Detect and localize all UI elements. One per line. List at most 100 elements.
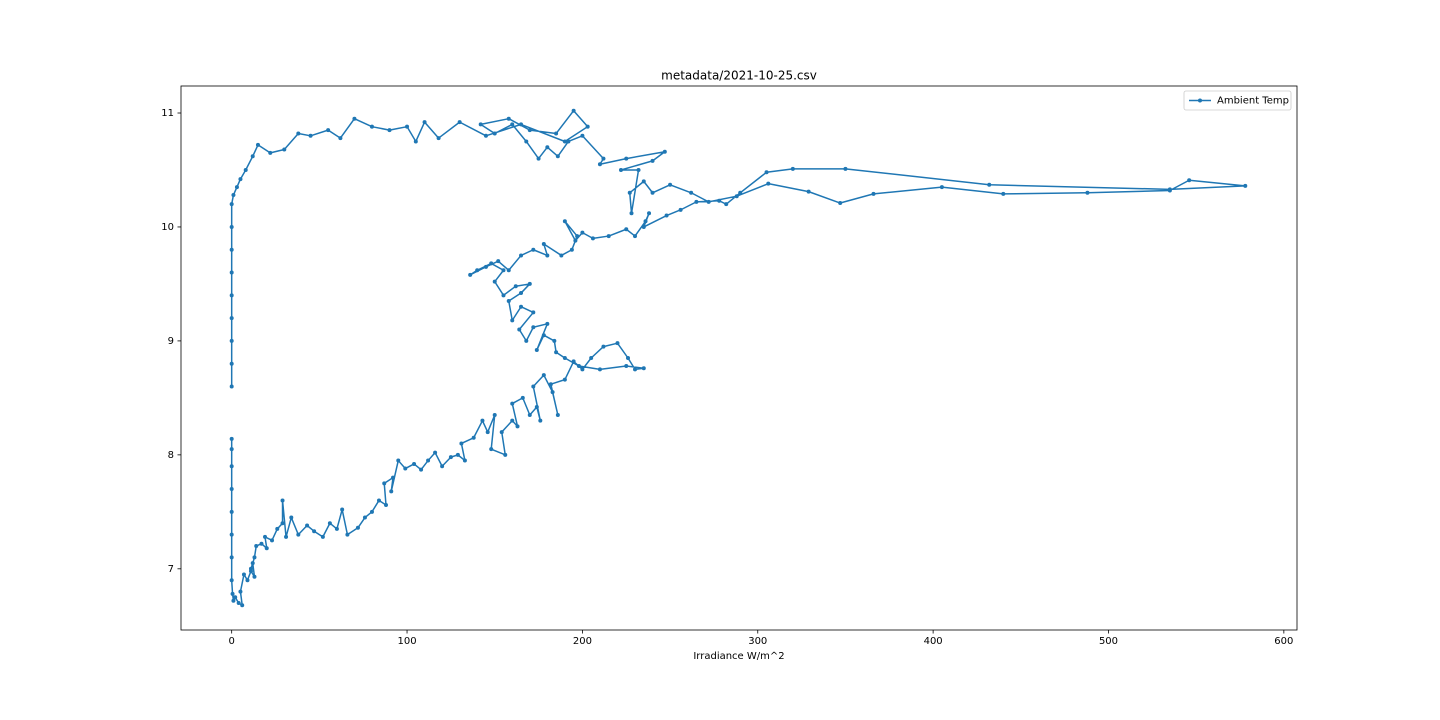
data-point (250, 561, 255, 566)
y-tick-label: 10 (161, 222, 174, 233)
data-point (524, 139, 529, 144)
data-point (548, 382, 553, 387)
data-point (643, 219, 648, 224)
data-point (545, 253, 550, 258)
data-point (555, 154, 560, 159)
data-point (499, 430, 504, 435)
data-point (590, 236, 595, 241)
data-point (268, 150, 273, 155)
data-point (362, 515, 367, 520)
data-point (419, 467, 424, 472)
data-point (503, 452, 508, 457)
data-point (573, 238, 578, 243)
data-point (483, 264, 488, 269)
data-point (641, 366, 646, 371)
legend-box (1183, 90, 1292, 111)
x-tick-label: 200 (573, 636, 592, 647)
data-point (241, 572, 246, 577)
data-point (790, 166, 795, 171)
data-point (524, 338, 529, 343)
data-point (513, 284, 518, 289)
data-point (229, 578, 234, 583)
data-point (689, 190, 694, 195)
data-point (296, 532, 301, 537)
data-point (475, 268, 480, 273)
data-point (694, 199, 699, 204)
data-point (510, 318, 515, 323)
data-point (562, 219, 567, 224)
data-point (492, 131, 497, 136)
data-point (229, 555, 234, 560)
data-point (340, 507, 345, 512)
data-point (519, 253, 524, 258)
data-point (412, 461, 417, 466)
data-point (480, 418, 485, 423)
data-point (871, 191, 876, 196)
data-point (264, 546, 269, 551)
data-point (426, 458, 431, 463)
data-point (580, 230, 585, 235)
data-point (327, 521, 332, 526)
data-point (527, 281, 532, 286)
y-tick-label: 7 (168, 564, 174, 575)
x-tick-label: 400 (924, 636, 943, 647)
data-point (501, 268, 506, 273)
data-point (668, 182, 673, 187)
data-point (252, 574, 257, 579)
data-point (734, 194, 739, 199)
data-point (625, 356, 630, 360)
data-point (229, 487, 234, 492)
data-point (562, 139, 567, 144)
data-point (571, 359, 576, 364)
data-point (641, 179, 646, 184)
data-point (554, 350, 559, 355)
data-point (459, 441, 464, 446)
data-point (413, 139, 418, 144)
data-point (345, 532, 350, 537)
data-point (492, 279, 497, 284)
data-point (478, 122, 483, 127)
data-point (496, 259, 501, 264)
data-point (520, 395, 525, 400)
data-point (296, 131, 301, 136)
y-tick-label: 8 (168, 450, 174, 461)
data-point (562, 356, 567, 360)
data-point (585, 124, 590, 129)
data-point (422, 120, 427, 125)
data-point (455, 452, 460, 457)
data-point (650, 190, 655, 195)
chart-title: metadata/2021-10-25.csv (661, 69, 817, 83)
x-tick-label: 0 (228, 636, 234, 647)
data-point (764, 170, 769, 175)
data-point (448, 455, 453, 460)
data-point (305, 523, 310, 528)
data-point (527, 128, 532, 133)
data-point (383, 502, 388, 507)
data-point (457, 120, 462, 125)
data-point (552, 338, 557, 343)
data-point (536, 156, 541, 161)
data-point (462, 458, 467, 463)
data-point (243, 167, 248, 172)
data-point (566, 139, 571, 144)
y-tick-label: 9 (168, 336, 174, 347)
data-point (624, 363, 629, 368)
data-point (538, 418, 543, 423)
data-point (636, 167, 641, 172)
data-point (250, 154, 255, 159)
data-point (489, 261, 494, 266)
data-point (255, 142, 260, 147)
data-point (238, 589, 243, 594)
data-point (987, 182, 992, 187)
data-point (633, 367, 638, 372)
data-point (238, 177, 243, 182)
data-point (559, 253, 564, 258)
data-point (633, 234, 638, 239)
data-point (492, 412, 497, 417)
data-point (229, 293, 234, 298)
data-point (229, 464, 234, 469)
data-point (531, 247, 536, 252)
data-point (615, 341, 620, 346)
data-point (531, 384, 536, 389)
data-point (391, 475, 396, 480)
